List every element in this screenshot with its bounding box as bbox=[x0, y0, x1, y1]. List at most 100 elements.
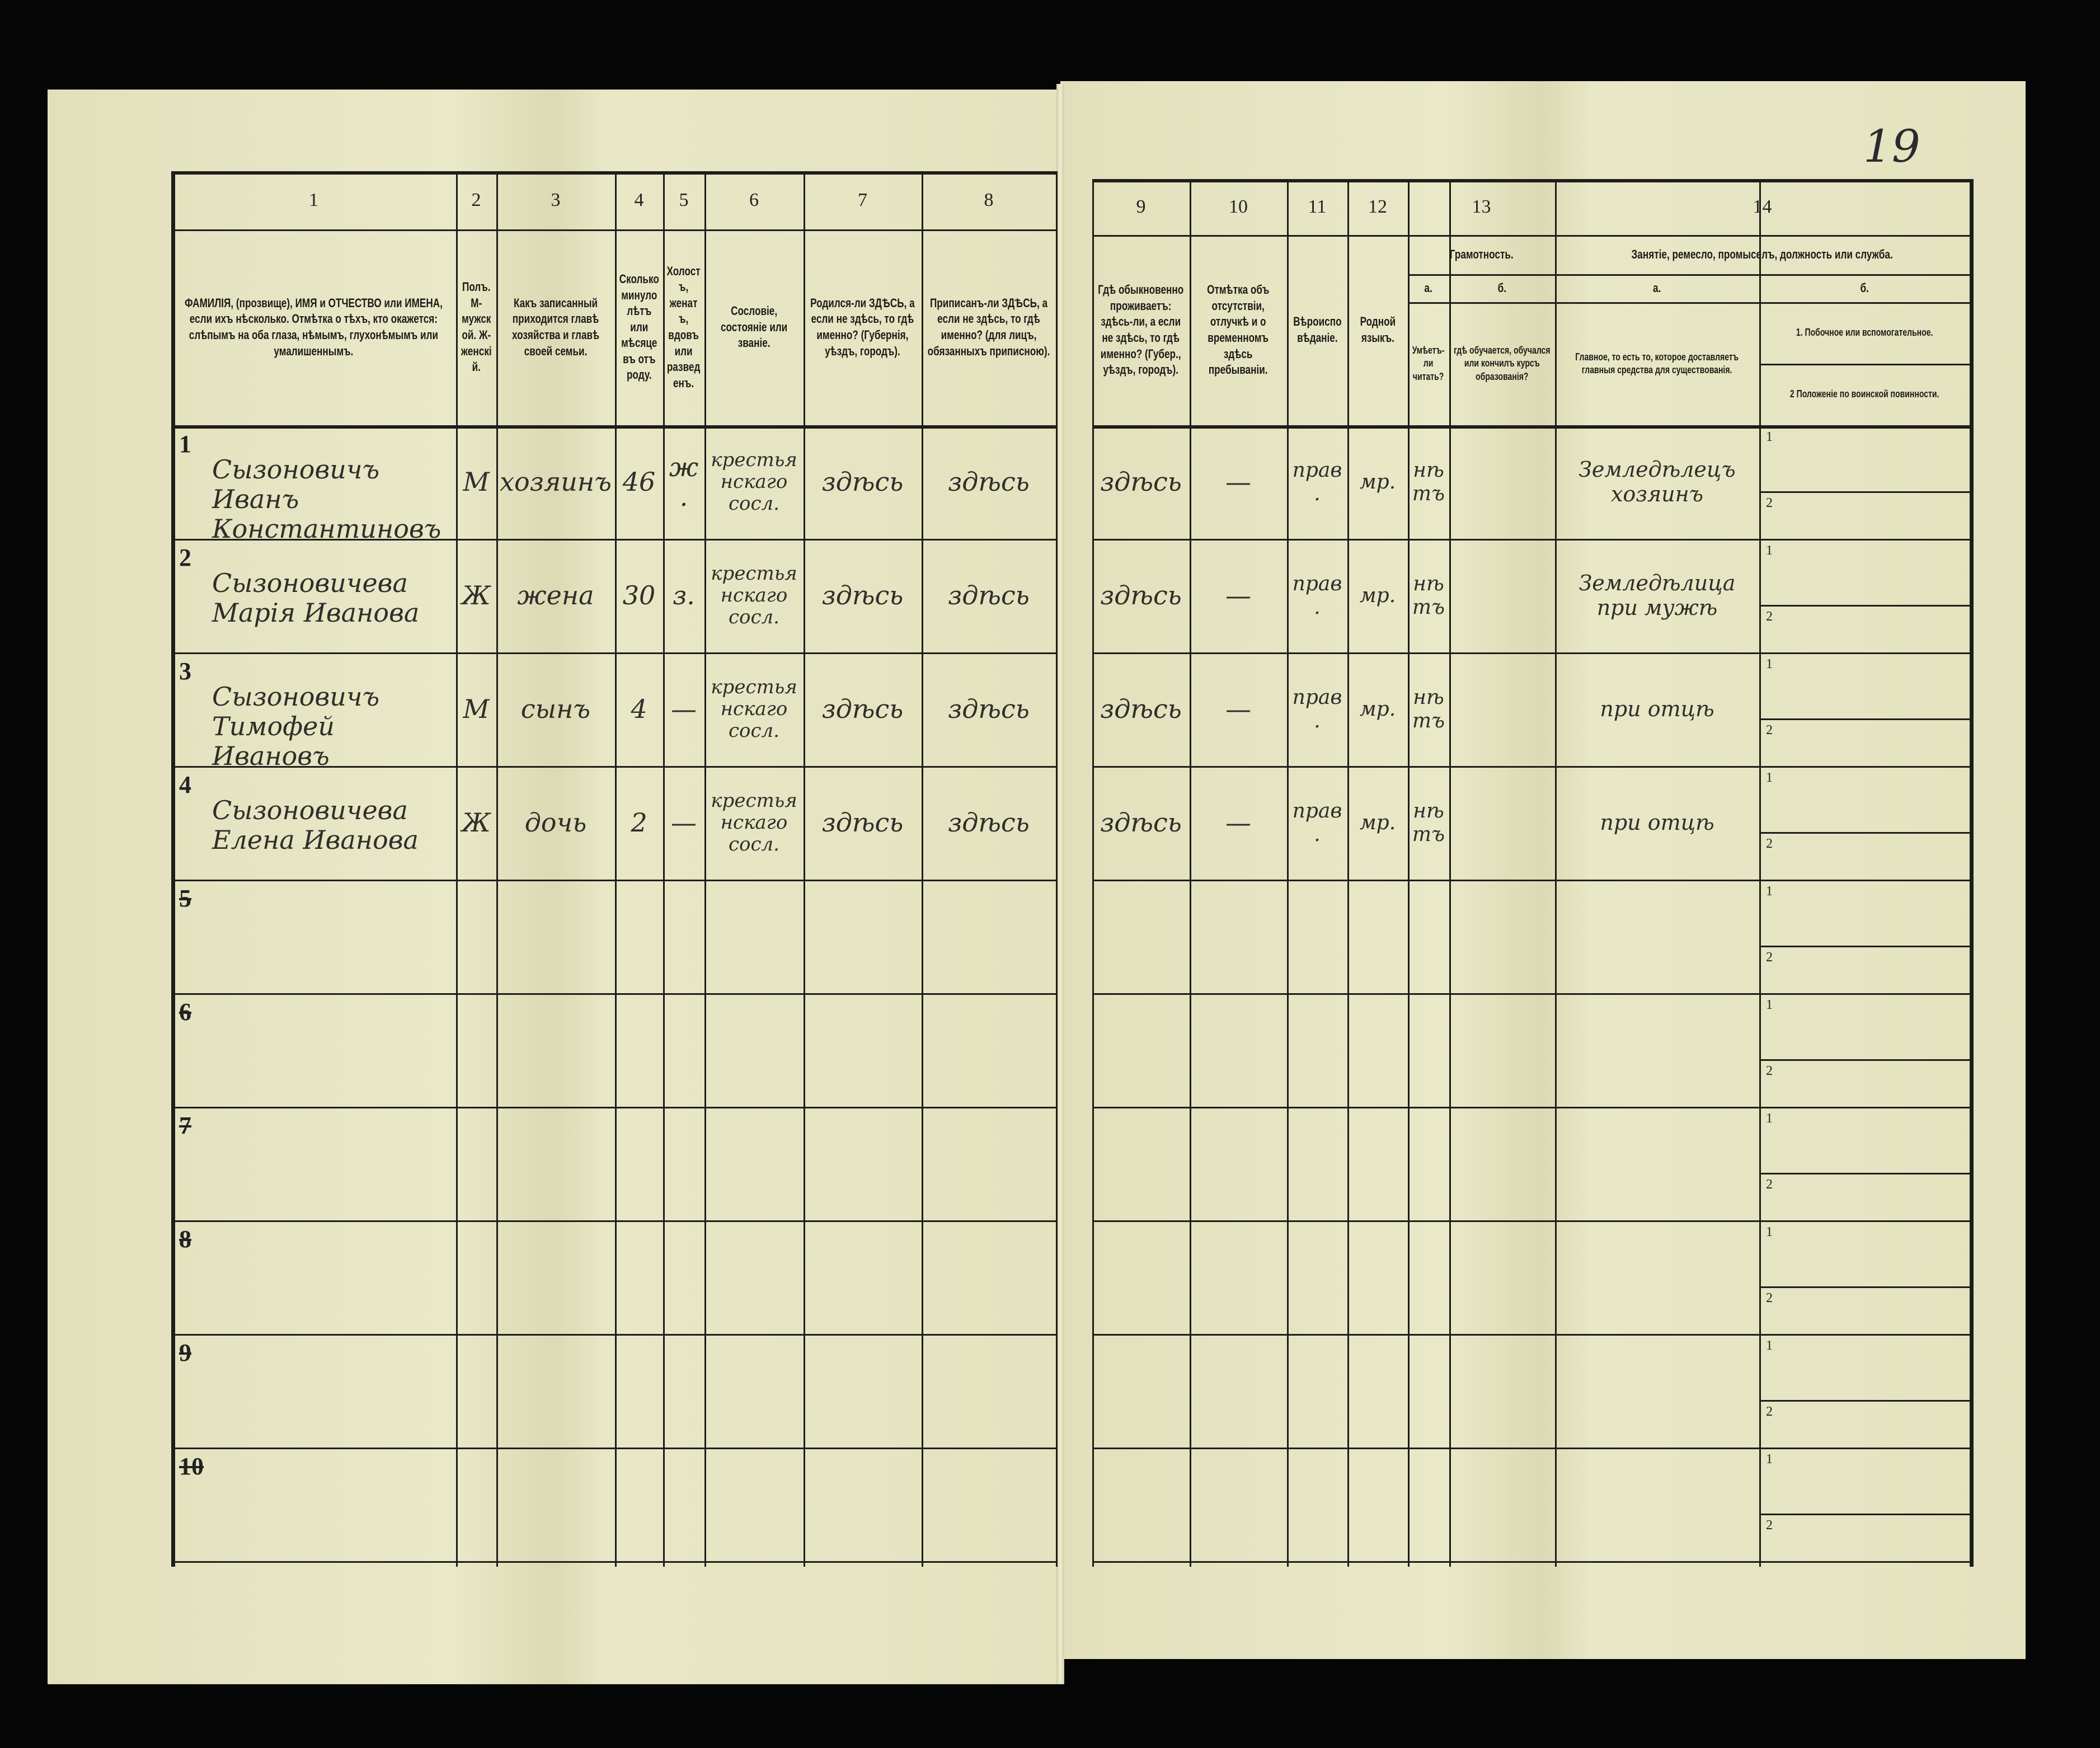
cell-education bbox=[1451, 768, 1553, 878]
cell-age: 4 bbox=[631, 694, 647, 725]
horizontal-rule bbox=[1092, 179, 1970, 182]
cell-language: мр. bbox=[1359, 811, 1396, 834]
horizontal-rule bbox=[171, 1334, 1056, 1336]
column-number: 2 bbox=[471, 190, 481, 210]
column-number: 7 bbox=[858, 190, 867, 210]
page-number: 19 bbox=[1863, 120, 1920, 172]
left-page bbox=[48, 90, 1060, 1684]
cell-occupation: при отцѣ bbox=[1600, 810, 1714, 835]
sub-label-2: 2 bbox=[1766, 496, 1773, 510]
column-number: 6 bbox=[749, 190, 759, 210]
column-number: 14 bbox=[1753, 196, 1772, 217]
sub-label-2: 2 bbox=[1766, 723, 1773, 737]
horizontal-rule bbox=[1092, 1448, 1970, 1449]
sub-label-2: 2 bbox=[1766, 1518, 1773, 1533]
cell-literate: нѣтъ bbox=[1412, 459, 1445, 505]
horizontal-rule bbox=[1092, 652, 1970, 654]
cell-religion: прав. bbox=[1292, 572, 1342, 619]
sub-label-2: 2 bbox=[1766, 1177, 1773, 1192]
horizontal-rule bbox=[1092, 880, 1970, 881]
sub-label-1: 1 bbox=[1766, 1111, 1773, 1126]
horizontal-rule bbox=[171, 425, 1056, 429]
cell-resides: здѣсь bbox=[1100, 580, 1182, 611]
sub-label-2: 2 bbox=[1766, 1291, 1773, 1305]
sub-label-1: 1 bbox=[1766, 1452, 1773, 1467]
header-c9: Гдѣ обыкновенно проживаетъ: здѣсь-ли, а … bbox=[1098, 283, 1184, 377]
header-c6: Сословіе, состояніе или званіе. bbox=[720, 304, 788, 350]
row-number: 5 bbox=[179, 885, 191, 912]
cell-sex: М bbox=[463, 467, 490, 497]
row-number: 9 bbox=[179, 1339, 191, 1366]
page-fold bbox=[1056, 84, 1064, 1684]
horizontal-rule bbox=[171, 1220, 1056, 1222]
horizontal-rule bbox=[171, 1448, 1056, 1449]
horizontal-rule bbox=[1092, 1561, 1970, 1563]
header-c13b-letter: б. bbox=[1497, 280, 1507, 295]
header-c13b: гдѣ обучается, обучался или кончилъ курс… bbox=[1454, 344, 1551, 382]
cell-occupation: Земледѣлецъ хозяинъ bbox=[1578, 457, 1736, 506]
header-c7: Родился-ли ЗДѢСЬ, а если не здѣсь, то гд… bbox=[810, 295, 915, 358]
cell-estate: крестьянскаго сосл. bbox=[711, 789, 797, 856]
vertical-rule bbox=[1555, 179, 1557, 1567]
cell-religion: прав. bbox=[1292, 459, 1342, 505]
cell-education bbox=[1451, 654, 1553, 764]
cell-marital: — bbox=[671, 694, 697, 725]
person-name: Сызоновичева Елена Иванова bbox=[212, 795, 419, 855]
cell-marital: з. bbox=[673, 580, 695, 611]
horizontal-rule bbox=[1759, 1059, 1970, 1061]
horizontal-rule bbox=[1092, 539, 1970, 541]
column-number: 10 bbox=[1229, 196, 1248, 217]
cell-relation: сынъ bbox=[520, 694, 591, 725]
cell-absence: — bbox=[1225, 807, 1251, 838]
vertical-rule bbox=[1347, 179, 1349, 1567]
horizontal-rule bbox=[171, 766, 1056, 768]
header-c14b-letter: б. bbox=[1860, 280, 1869, 295]
header-c12: Родной языкъ. bbox=[1360, 314, 1396, 345]
row-number: 2 bbox=[179, 544, 191, 571]
header-c2: Полъ. М-мужской. Ж-женскій. bbox=[461, 280, 492, 374]
vertical-rule bbox=[1190, 179, 1191, 1567]
cell-occupation: при отцѣ bbox=[1600, 696, 1714, 721]
cell-language: мр. bbox=[1359, 584, 1396, 607]
cell-resides: здѣсь bbox=[1100, 467, 1182, 497]
row-number: 3 bbox=[179, 657, 191, 685]
cell-absence: — bbox=[1225, 467, 1251, 497]
horizontal-rule bbox=[1092, 1107, 1970, 1108]
header-c8: Приписанъ-ли ЗДѢСЬ, а если не здѣсь, то … bbox=[927, 295, 1050, 358]
column-number: 12 bbox=[1368, 196, 1387, 217]
right-page bbox=[1060, 81, 2026, 1659]
horizontal-rule bbox=[1759, 605, 1970, 607]
cell-registered: здѣсь bbox=[948, 694, 1030, 725]
cell-resides: здѣсь bbox=[1100, 807, 1182, 838]
cell-relation: хозяинъ bbox=[500, 467, 612, 497]
horizontal-rule bbox=[1092, 766, 1970, 768]
cell-born: здѣсь bbox=[821, 467, 904, 497]
vertical-rule bbox=[496, 171, 498, 1567]
cell-education bbox=[1451, 541, 1553, 651]
horizontal-rule bbox=[171, 880, 1056, 881]
vertical-rule bbox=[1449, 274, 1451, 1567]
vertical-rule bbox=[456, 171, 458, 1567]
horizontal-rule bbox=[1759, 1514, 1970, 1515]
column-number: 8 bbox=[984, 190, 994, 210]
sub-label-1: 1 bbox=[1766, 543, 1773, 558]
header-c14a: Главное, то есть то, которое доставляетъ… bbox=[1575, 351, 1739, 375]
cell-sex: М bbox=[463, 694, 490, 725]
cell-language: мр. bbox=[1359, 470, 1396, 494]
column-number: 9 bbox=[1136, 196, 1146, 217]
header-c1: ФАМИЛІЯ, (прозвище), ИМЯ и ОТЧЕСТВО или … bbox=[185, 295, 443, 358]
vertical-rule bbox=[922, 171, 923, 1567]
cell-registered: здѣсь bbox=[948, 807, 1030, 838]
horizontal-rule bbox=[171, 171, 1056, 175]
horizontal-rule bbox=[1759, 832, 1970, 834]
column-number: 1 bbox=[309, 190, 318, 210]
header-c5: Холостъ, женатъ, вдовъ или разведенъ. bbox=[666, 264, 701, 390]
horizontal-rule bbox=[1759, 364, 1970, 365]
horizontal-rule bbox=[171, 1561, 1056, 1563]
vertical-rule bbox=[1287, 179, 1289, 1567]
sub-label-2: 2 bbox=[1766, 1404, 1773, 1419]
sub-label-1: 1 bbox=[1766, 1338, 1773, 1353]
horizontal-rule bbox=[1759, 718, 1970, 720]
header-c13: Грамотность. bbox=[1449, 247, 1514, 261]
vertical-rule bbox=[1056, 171, 1058, 1567]
